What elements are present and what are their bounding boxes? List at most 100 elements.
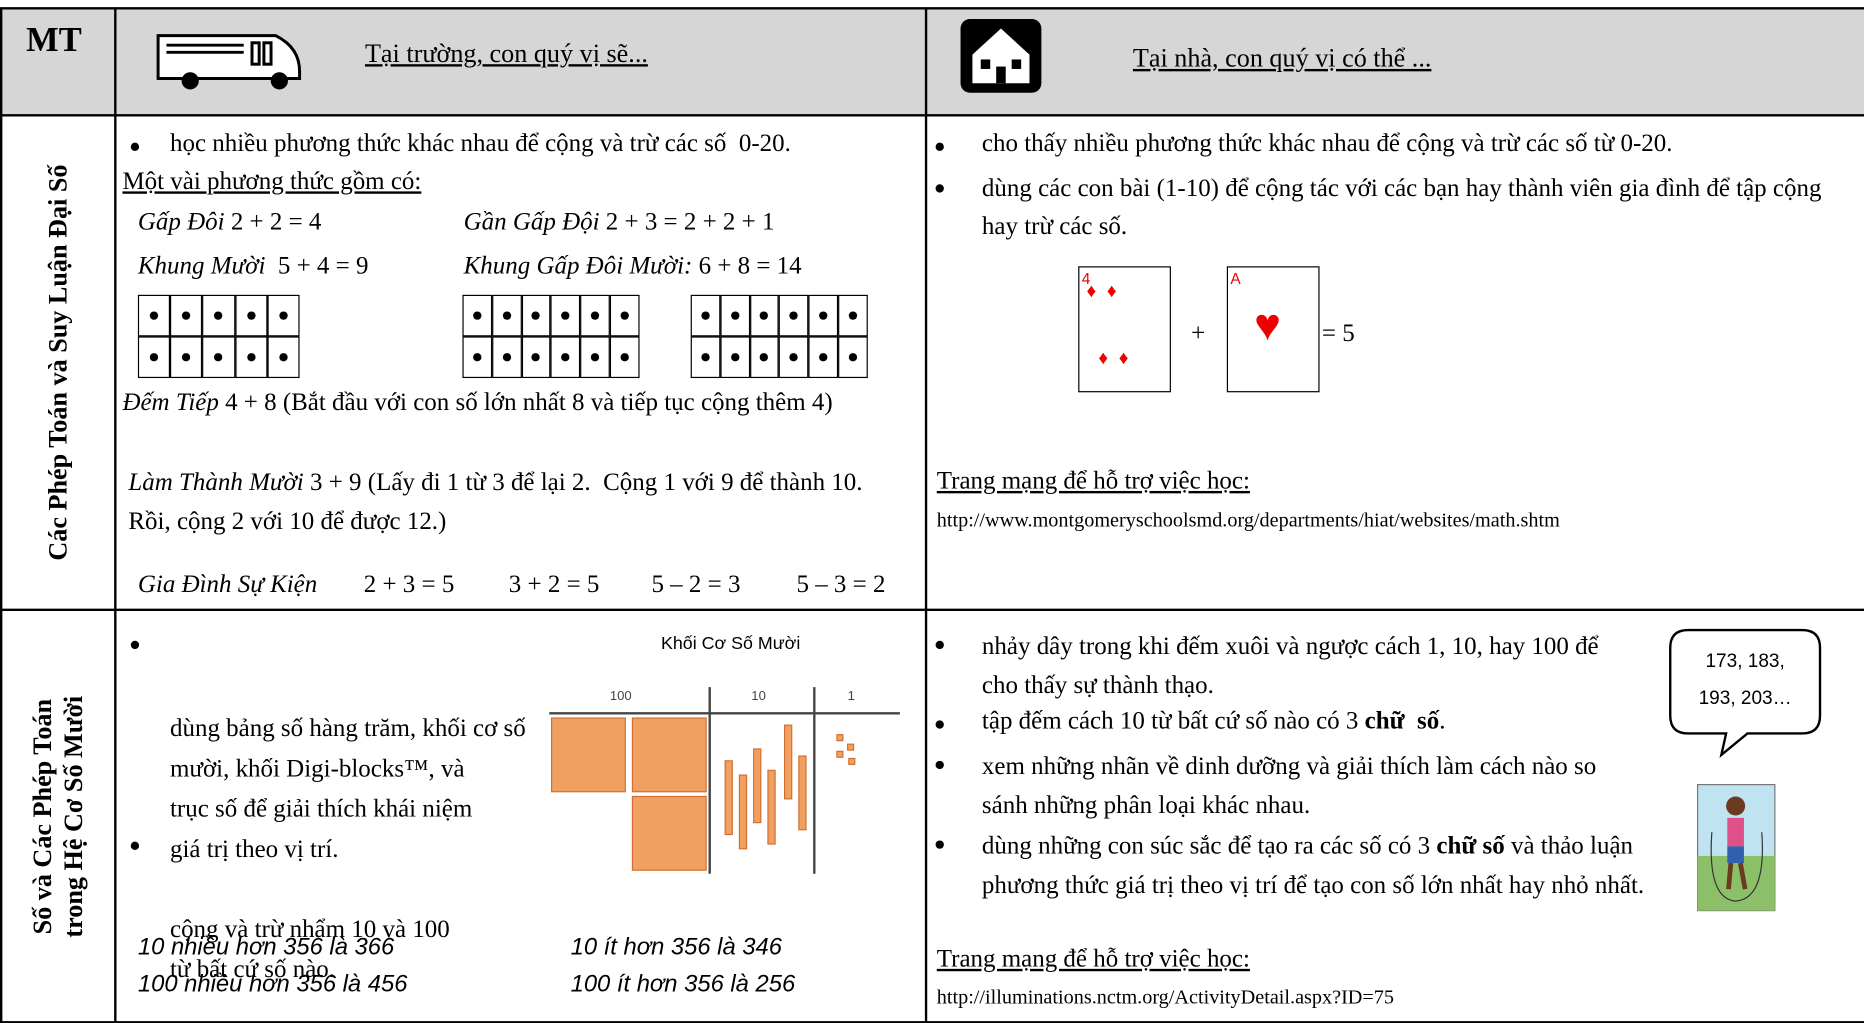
line: giá trị theo vị trí. [169, 834, 339, 864]
ten-frame-cell [462, 336, 492, 379]
counter [149, 311, 159, 320]
counter [473, 353, 482, 362]
strategy-name: Khung Gấp Đôi Mười: [463, 250, 693, 280]
url: http://illuminations.nctm.org/ActivityDe… [936, 985, 1395, 1009]
text: . [1439, 706, 1446, 735]
line: trục số để giải thích khái niệm [169, 794, 473, 823]
fact: 2 + 3 = 5 [363, 569, 455, 598]
ten-frame-cell [491, 336, 522, 379]
ten-frame-cell [690, 336, 721, 379]
bus-icon [156, 34, 302, 90]
fact: 3 + 2 = 5 [508, 569, 600, 598]
counter [590, 353, 600, 362]
counter [789, 311, 799, 320]
figure-label: 100 [609, 689, 632, 704]
example: 10 nhiều hơn 356 là 366 [137, 934, 395, 961]
figure-label: 1 [847, 689, 855, 704]
figure-caption: Khối Cơ Số Mười [660, 633, 801, 654]
bullet [130, 640, 140, 650]
grid [0, 7, 1864, 1023]
strategy-example: 5 + 4 = 9 [277, 250, 369, 280]
ten-frame-cell [720, 294, 750, 337]
ten-frame-cell [838, 294, 868, 337]
counter [561, 353, 570, 362]
counter [246, 311, 256, 320]
counter [531, 311, 541, 320]
url: http://www.montgomeryschoolsmd.org/depar… [936, 508, 1560, 532]
counter [590, 311, 600, 320]
ten-frame-cell [749, 336, 780, 379]
row-label-box: Số và Các Phép Toán trong Hệ Cơ Số Mười [0, 610, 115, 1023]
example: 100 nhiều hơn 356 là 456 [137, 971, 408, 998]
house-icon [960, 19, 1042, 93]
ten-frame-cell [580, 294, 610, 337]
bold-text: chữ số [1364, 706, 1440, 735]
school-text: học nhiều phương thức khác nhau để cộng … [169, 128, 791, 157]
strategy-name: Gia Đình Sự Kiện [137, 569, 318, 598]
ten-frame-cell [808, 294, 839, 337]
home-text: xem những nhãn về dinh dưỡng và giải thí… [981, 751, 1597, 820]
home-text: nhảy dây trong khi đếm xuôi và ngược các… [981, 631, 1599, 700]
strategy-name: Gần Gấp Đội [463, 206, 600, 236]
line: từ bất cứ số nào. [169, 954, 336, 984]
ten-frame-cell [808, 336, 839, 379]
ten-frame-cell [550, 294, 581, 337]
example: 10 ít hơn 356 là 346 [570, 934, 782, 961]
counter [182, 353, 191, 362]
home-text: dùng những con súc sắc để tạo ra các số … [982, 826, 1648, 904]
base-ten-blocks [549, 687, 900, 874]
text: tập đếm cách 10 từ bất cứ số nào có 3 [981, 706, 1365, 735]
ten-frame-cell [462, 294, 492, 337]
strategy-name: Khung Mười [137, 250, 266, 280]
strategy: Gần Gấp Đội 2 + 3 = 2 + 2 + 1 [464, 207, 775, 237]
strategy: Đếm Tiếp 4 + 8 (Bắt đầu với con số lớn n… [122, 383, 873, 422]
counter [531, 353, 541, 362]
ten-frame-cell [749, 294, 780, 337]
figure-label: 10 [751, 689, 766, 704]
ten-frame-cell [720, 336, 750, 379]
counter [279, 311, 288, 320]
counter [819, 311, 828, 320]
counter [502, 353, 511, 362]
counter [848, 311, 857, 320]
bullet [935, 840, 944, 849]
counter [279, 353, 288, 362]
bullet [935, 184, 944, 193]
bold-text: chữ số [1436, 830, 1505, 860]
example: 100 ít hơn 356 là 256 [570, 971, 796, 998]
ten-frame-cell [170, 294, 203, 337]
counter [502, 311, 511, 320]
strategy: Khung Gấp Đôi Mười: 6 + 8 = 14 [464, 251, 802, 281]
strategy-example: 2 + 3 = 2 + 2 + 1 [605, 206, 775, 236]
websites-label: Trang mạng để hỗ trợ việc học: [936, 466, 1250, 495]
ten-frame-cell [170, 336, 203, 379]
strategy-name: Làm Thành Mười [128, 467, 304, 496]
home-text: cho thấy nhiều phương thức khác nhau để … [981, 128, 1673, 157]
ten-frame-cell [234, 336, 268, 379]
operator: + [1191, 318, 1206, 348]
speech-bubble [1669, 628, 1822, 758]
text: dùng những con súc sắc để tạo ra các số … [981, 830, 1437, 860]
school-heading: Tại trường, con quý vị sẽ... [364, 38, 648, 68]
counter [730, 311, 740, 320]
ten-frame-cell [609, 336, 640, 379]
ten-frame-cell [609, 294, 640, 337]
ten-frame-cell [202, 336, 235, 379]
line: dùng bảng số hàng trăm, khối cơ số [169, 713, 526, 742]
header-label: MT [26, 21, 82, 60]
home-heading: Tại nhà, con quý vị có thể ... [1132, 42, 1432, 73]
line: cộng và trừ nhẩm 10 và 100 [169, 914, 450, 943]
counter [246, 353, 256, 362]
row-label: Các Phép Toán và Suy Luận Đại Số [42, 164, 72, 561]
counter [182, 311, 191, 320]
intro: Một vài phương thức gồm có: [122, 166, 422, 195]
girl-jumping-rope [1696, 784, 1776, 912]
strategy-example: 4 + 8 (Bắt đầu với con số lớn nhất 8 và … [225, 387, 833, 417]
result: = 5 [1321, 318, 1355, 348]
ten-frame-cell [234, 294, 268, 337]
strategy-example: 2 + 2 = 4 [230, 206, 322, 236]
header-background [0, 8, 1864, 116]
card-rank: A [1230, 269, 1241, 288]
ten-frame-cell [491, 294, 522, 337]
